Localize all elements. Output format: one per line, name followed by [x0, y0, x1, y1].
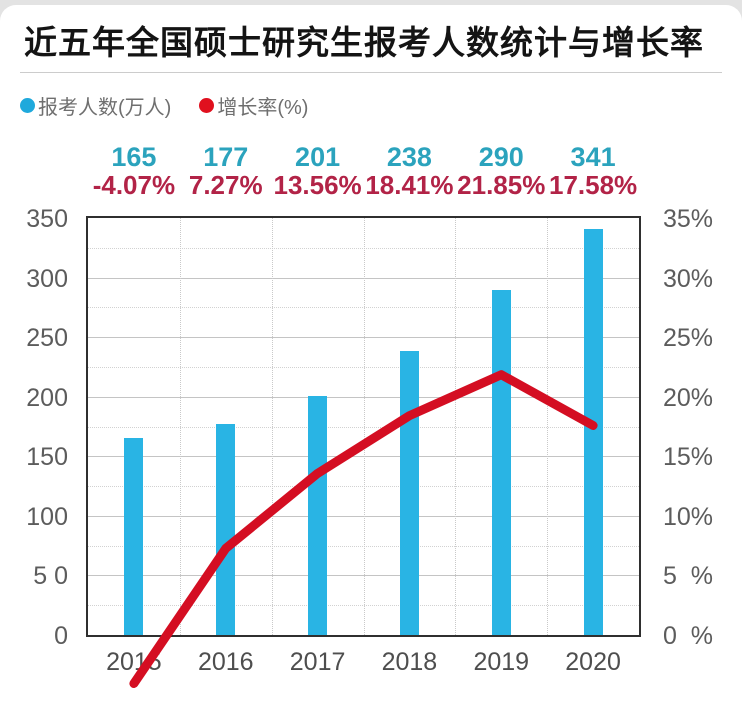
x-axis-tick-2018: 2018 [381, 648, 438, 676]
y-axis-right-tick: 35% [663, 205, 714, 233]
growth-rate-label-2019: 21.85% [457, 170, 546, 200]
growth-rate-label-2015: -4.07% [92, 170, 176, 200]
x-axis-tick-2015: 2015 [106, 648, 162, 676]
y-axis-right-tick: 0 % [663, 622, 714, 650]
legend-item-applicants: 报考人数(万人) [20, 91, 171, 120]
gridline-vertical [547, 218, 549, 635]
y-axis-left-tick: 250 [26, 324, 68, 353]
growth-rate-label-2016: 7.27% [188, 170, 263, 200]
y-axis-right-tick: 20% [663, 383, 714, 412]
legend-dot-blue-icon [20, 98, 35, 113]
page-title: 近五年全国硕士研究生报考人数统计与增长率 [24, 24, 704, 61]
y-axis-left-tick: 100 [26, 502, 68, 531]
growth-rate-label-2020: 17.58% [548, 170, 638, 200]
title-divider [20, 72, 722, 73]
x-axis-tick-2016: 2016 [197, 648, 254, 676]
legend: 报考人数(万人) 增长率(%) [20, 91, 308, 120]
y-axis-left-tick: 200 [26, 383, 68, 412]
bar-2016 [216, 424, 236, 635]
bar-2015 [124, 438, 144, 635]
legend-label-growth: 增长率(%) [217, 97, 309, 119]
y-axis-left-tick: 5 0 [33, 562, 68, 591]
bar-value-label-2019: 290 [478, 142, 524, 172]
plot-area [86, 216, 641, 637]
y-axis-right-tick: 15% [663, 443, 714, 472]
legend-item-growth: 增长率(%) [199, 91, 308, 120]
bar-2018 [399, 351, 419, 635]
bar-value-label-2020: 341 [570, 142, 616, 172]
bar-2017 [308, 395, 328, 635]
gridline-vertical [271, 218, 273, 635]
y-axis-left-tick: 0 [54, 622, 68, 650]
legend-dot-red-icon [199, 98, 215, 113]
legend-label-applicants: 报考人数(万人) [38, 97, 172, 119]
x-axis-tick-2017: 2017 [289, 648, 346, 676]
growth-rate-label-2017: 13.56% [273, 170, 362, 200]
bar-2020 [583, 228, 603, 635]
y-axis-left-tick: 150 [26, 443, 68, 472]
y-axis-right-tick: 30% [663, 264, 714, 293]
gridline-vertical [455, 218, 457, 635]
growth-rate-label-2018: 18.41% [365, 170, 454, 200]
y-axis-right-tick: 10% [663, 502, 714, 531]
x-axis-tick-2020: 2020 [565, 648, 621, 676]
y-axis-left-tick: 350 [26, 205, 68, 233]
bar-value-label-2017: 201 [295, 142, 341, 172]
gridline-vertical [179, 218, 181, 635]
bar-value-label-2015: 165 [111, 142, 157, 172]
gridline-vertical [363, 218, 365, 635]
y-axis-right-tick: 5 % [663, 562, 714, 591]
bar-value-label-2016: 177 [203, 142, 249, 172]
y-axis-right-tick: 25% [663, 324, 714, 353]
x-axis-tick-2019: 2019 [473, 648, 530, 676]
bar-2019 [491, 289, 511, 635]
bar-value-label-2018: 238 [386, 142, 432, 172]
y-axis-left-tick: 300 [26, 264, 68, 293]
